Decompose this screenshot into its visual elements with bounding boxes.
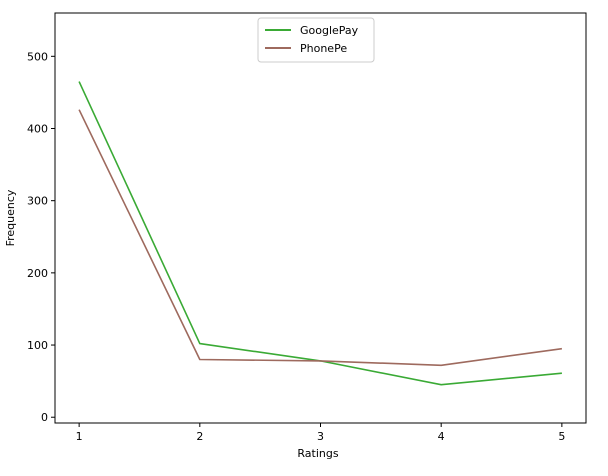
y-tick-label: 500 [27, 50, 48, 63]
series-lines [78, 81, 563, 386]
legend-label-googlepay: GooglePay [300, 24, 359, 37]
x-tick-label: 5 [558, 430, 565, 443]
series-line-phonepe [78, 109, 563, 367]
y-axis-label: Frequency [4, 189, 17, 246]
legend: GooglePay PhonePe [257, 17, 375, 63]
legend-label-phonepe: PhonePe [300, 42, 347, 55]
x-tick-label: 2 [196, 430, 203, 443]
y-tick-label: 400 [27, 122, 48, 135]
y-tick-label: 100 [27, 339, 48, 352]
x-tick-label: 1 [76, 430, 83, 443]
plot-area [54, 12, 587, 424]
y-tick-label: 200 [27, 267, 48, 280]
x-axis-label: Ratings [297, 447, 338, 460]
x-tick-label: 3 [317, 430, 324, 443]
y-axis: 0 100 200 300 400 500 [27, 50, 55, 424]
x-axis: 1 2 3 4 5 [76, 423, 565, 443]
x-tick-label: 4 [438, 430, 445, 443]
y-tick-label: 0 [41, 411, 48, 424]
y-tick-label: 300 [27, 195, 48, 208]
